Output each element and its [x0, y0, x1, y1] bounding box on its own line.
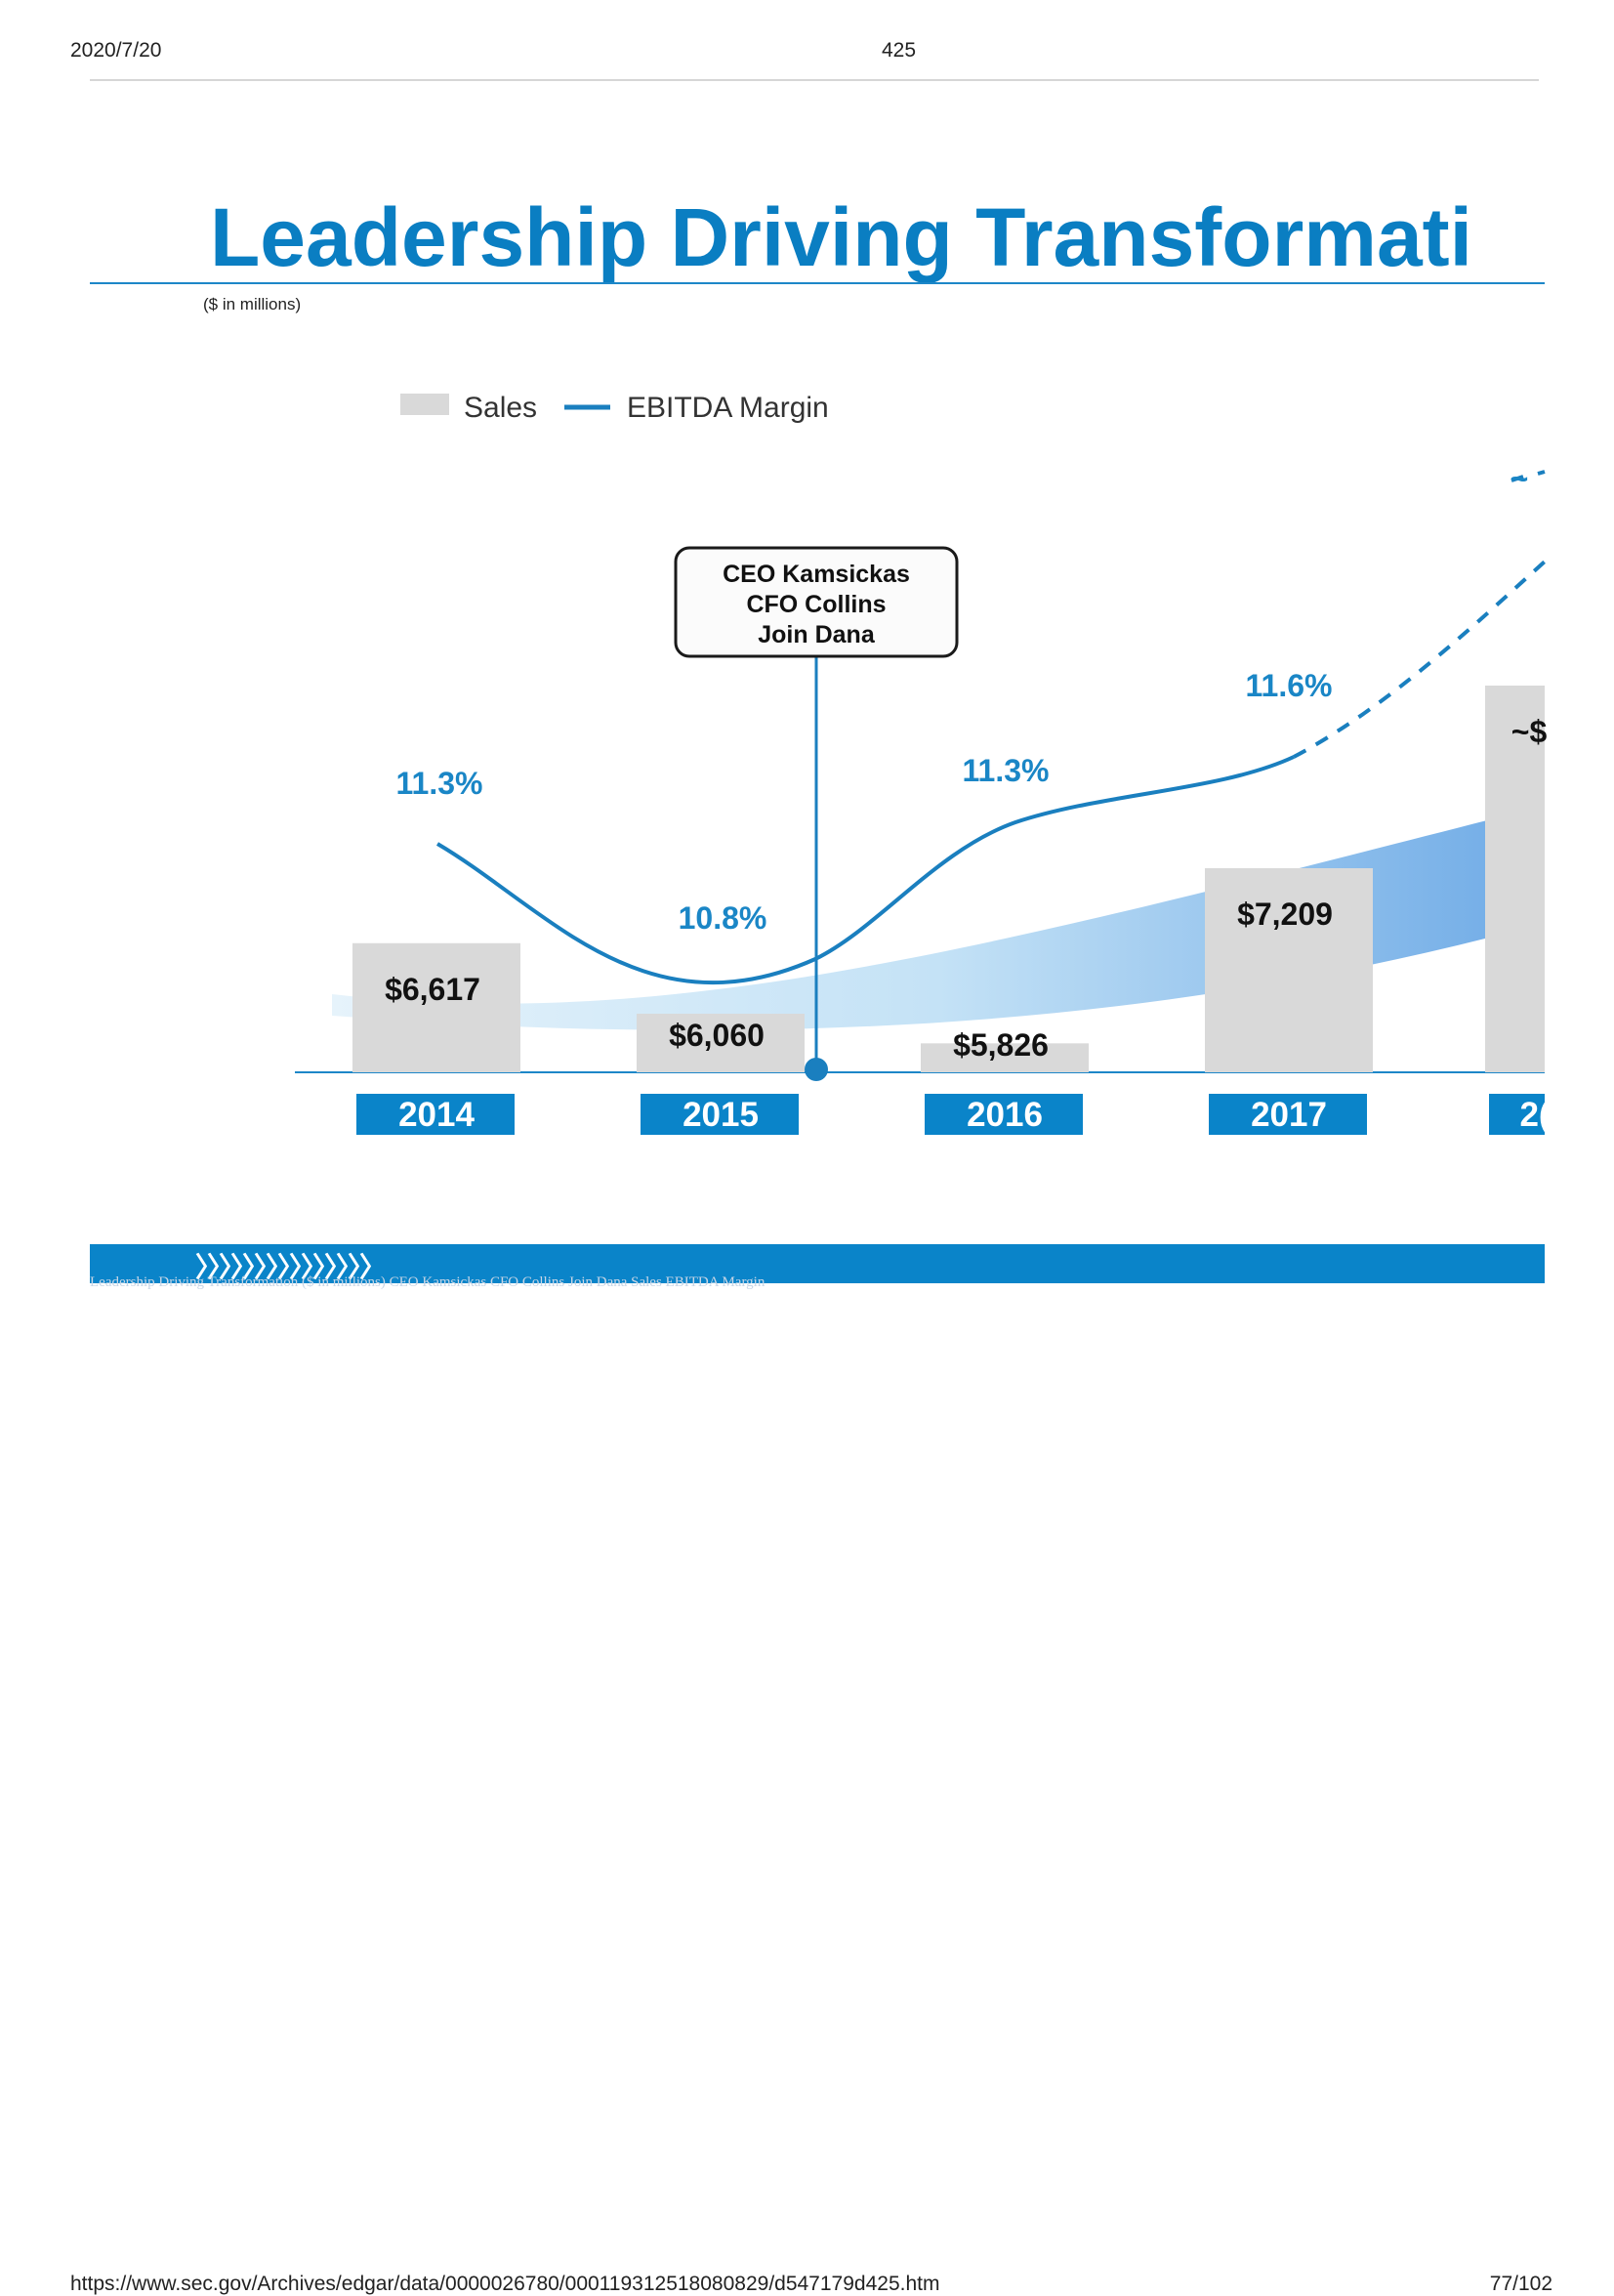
year-box-2014 — [356, 1094, 515, 1135]
year-box-2015 — [641, 1094, 799, 1135]
source-url: https://www.sec.gov/Archives/edgar/data/… — [70, 2273, 940, 2295]
ebitda-margin-line — [435, 755, 1295, 985]
year-box-2( — [1489, 1094, 1545, 1135]
ebitda-margin-projection-fragment — [1511, 470, 1546, 482]
chevron-decoration-icon: 〉〉〉〉〉〉〉〉〉〉〉〉〉〉〉 — [195, 1252, 387, 1282]
ebitda-margin-label-2014: 11.3% — [396, 766, 483, 801]
ebitda-margin-label-2017: 11.6% — [1246, 668, 1333, 703]
title-divider — [90, 282, 1545, 284]
sales-value-label-2016: $5,826 — [953, 1027, 1049, 1063]
slide-title: Leadership Driving Transformati — [210, 191, 1472, 283]
footer-banner — [90, 1244, 1545, 1283]
year-label-2(: 2( — [1519, 1096, 1550, 1134]
slide-alt-text: Leadership Driving Transformation ($ in … — [90, 1274, 766, 1290]
header-divider — [90, 79, 1539, 81]
year-label-2016: 2016 — [967, 1096, 1043, 1134]
sales-bar-2( — [1485, 686, 1545, 1072]
year-label-2014: 2014 — [398, 1096, 475, 1134]
legend-label-ebitda: EBITDA Margin — [627, 392, 829, 424]
sales-bar-2014 — [352, 942, 520, 1072]
sales-value-label-2015: $6,060 — [669, 1018, 765, 1053]
year-box-2017 — [1209, 1094, 1367, 1135]
annotation-line-1: CEO Kamsickas — [723, 561, 910, 588]
annotation-line-3: Join Dana — [758, 621, 876, 648]
sales-bar-2016 — [921, 1043, 1089, 1072]
sales-ebitda-chart: $6,617 $6,060 $5,826 $7,209 ~$ 2014 2015 2016 2… — [295, 392, 1550, 1135]
annotation-line-2: CFO Collins — [746, 591, 886, 618]
page-count: 77/102 — [1489, 2273, 1552, 2295]
print-date: 2020/7/20 — [70, 39, 162, 62]
sales-bar-2015 — [637, 1014, 805, 1072]
year-box-2016 — [925, 1094, 1083, 1135]
ebitda-margin-label-2015: 10.8% — [679, 900, 767, 936]
legend-swatch-sales — [400, 394, 449, 415]
sales-value-label-2017: $7,209 — [1237, 897, 1333, 932]
annotation-box — [674, 546, 959, 658]
annotation-pointer-dot — [805, 1058, 828, 1081]
sales-value-label-2(: ~$ — [1511, 714, 1548, 749]
units-note: ($ in millions) — [203, 295, 302, 313]
print-page-number: 425 — [882, 39, 917, 62]
ebitda-margin-label-2016: 11.3% — [963, 753, 1050, 788]
ebitda-margin-label-2(: ~ — [1511, 461, 1529, 496]
sales-bar-2017 — [1205, 868, 1373, 1072]
sales-value-label-2014: $6,617 — [385, 972, 480, 1007]
year-label-2017: 2017 — [1251, 1096, 1327, 1134]
legend-label-sales: Sales — [464, 392, 537, 424]
ebitda-margin-projection-line — [1293, 560, 1547, 759]
year-label-2015: 2015 — [683, 1096, 759, 1134]
